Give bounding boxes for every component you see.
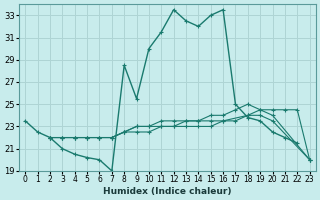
X-axis label: Humidex (Indice chaleur): Humidex (Indice chaleur) <box>103 187 232 196</box>
